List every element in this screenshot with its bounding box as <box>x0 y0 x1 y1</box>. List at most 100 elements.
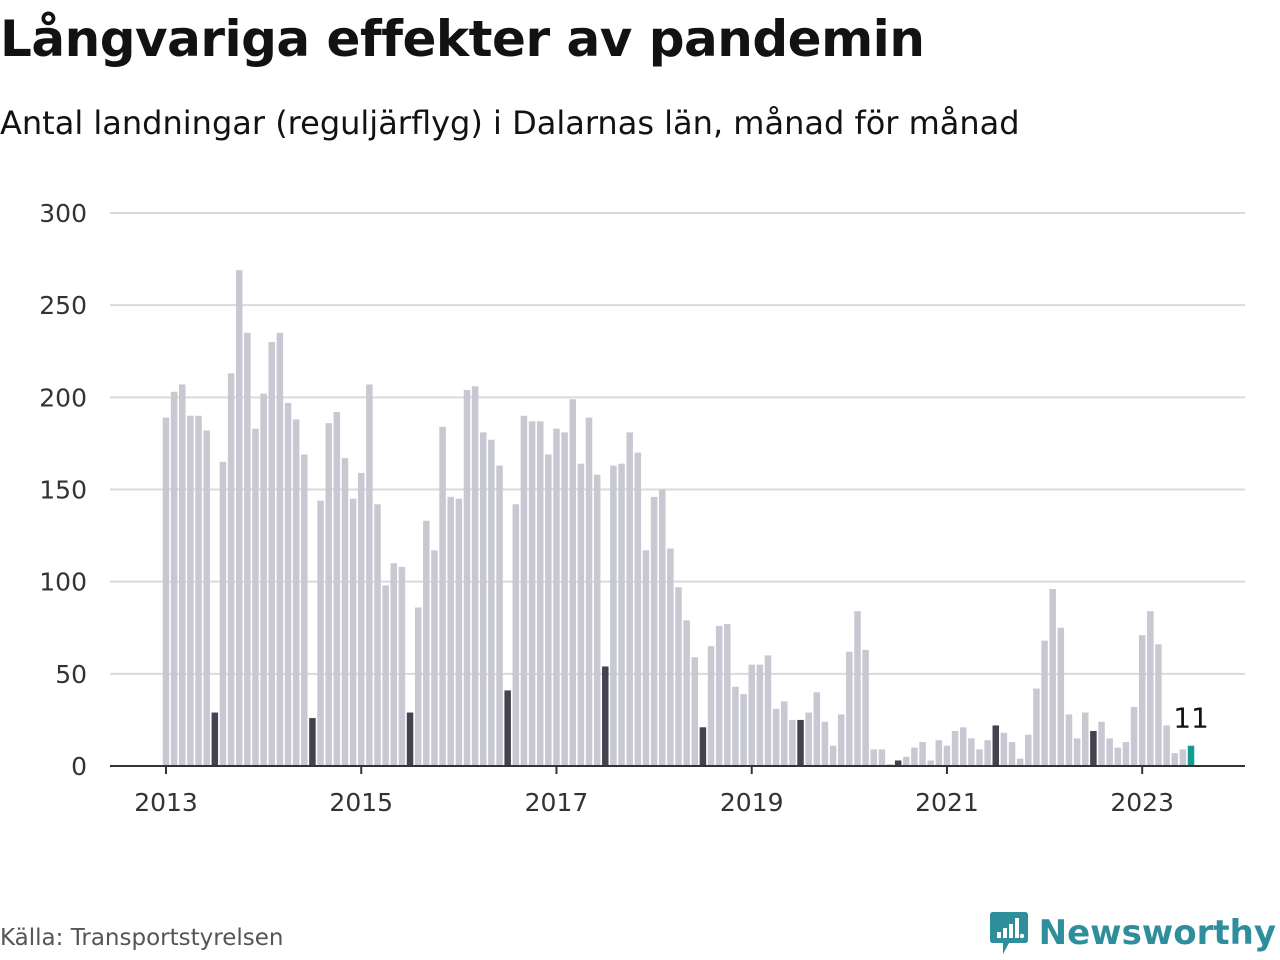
bar <box>512 504 520 766</box>
bar <box>846 651 853 766</box>
bar <box>935 740 943 766</box>
x-tick-label: 2017 <box>525 788 589 817</box>
bar <box>235 270 243 766</box>
bar <box>797 719 804 766</box>
bar <box>561 432 568 766</box>
bar <box>569 399 576 766</box>
bar <box>610 465 617 766</box>
chart-title: Långvariga effekter av pandemin <box>0 10 925 68</box>
bar <box>1122 742 1130 766</box>
bar <box>870 749 877 766</box>
bar <box>1114 747 1122 766</box>
bar <box>536 421 544 766</box>
bar <box>1098 721 1105 766</box>
bar <box>317 500 324 766</box>
bar <box>683 620 690 766</box>
bar <box>423 520 430 766</box>
bar <box>1000 732 1008 766</box>
gridlines: 0 50 100 150 200 250 300 <box>39 199 1245 781</box>
bar <box>1049 589 1056 766</box>
bar <box>715 625 723 766</box>
bar <box>959 727 967 766</box>
bar <box>252 428 259 766</box>
bar <box>634 452 642 766</box>
bar <box>1041 640 1048 766</box>
x-axis-ticks: 2013 2015 2017 2019 2021 2023 <box>134 766 1174 817</box>
y-tick-label: 50 <box>55 660 87 689</box>
x-tick-label: 2019 <box>720 788 784 817</box>
bar <box>577 463 585 766</box>
bar <box>781 701 788 766</box>
bar <box>1008 742 1016 766</box>
bar <box>504 690 511 766</box>
bar <box>756 664 764 766</box>
bar <box>447 496 454 766</box>
x-tick-label: 2015 <box>329 788 393 817</box>
bar <box>805 712 812 766</box>
bar <box>195 415 202 766</box>
bar <box>764 655 772 766</box>
bar <box>390 563 398 766</box>
bar <box>1179 749 1187 766</box>
bar <box>545 454 552 766</box>
bar <box>179 384 186 766</box>
bar <box>813 692 821 766</box>
bar <box>894 760 902 766</box>
bar <box>951 730 959 766</box>
x-tick-label: 2013 <box>134 788 198 817</box>
bar <box>1155 644 1162 766</box>
bar <box>366 384 373 766</box>
bar <box>374 504 381 766</box>
bar <box>943 745 951 766</box>
bar <box>748 664 755 766</box>
bar <box>431 550 438 766</box>
bar <box>854 611 861 766</box>
bar <box>707 646 715 766</box>
bar <box>406 712 414 766</box>
newsworthy-logo: Newsworthy <box>989 908 1276 958</box>
bar <box>1073 738 1081 766</box>
bar <box>642 550 650 766</box>
bar <box>626 432 633 766</box>
bar <box>772 708 780 766</box>
data-label-latest: 11 <box>1173 702 1209 735</box>
bar <box>203 430 210 766</box>
bar <box>1057 627 1065 766</box>
bar <box>1130 707 1138 766</box>
bar <box>219 461 227 766</box>
bar <box>357 472 365 766</box>
bar <box>349 498 357 766</box>
bar <box>439 426 446 766</box>
bar <box>1065 714 1073 766</box>
bar <box>553 428 560 766</box>
bar <box>292 419 300 766</box>
bar <box>227 373 235 766</box>
bar <box>496 465 503 766</box>
bar <box>699 727 707 766</box>
bar <box>187 415 194 766</box>
bar <box>691 657 699 766</box>
bar <box>309 718 316 766</box>
bars <box>162 270 1195 766</box>
bar <box>471 386 479 766</box>
bar <box>992 725 1000 766</box>
bar <box>593 474 601 766</box>
bar <box>984 740 991 766</box>
bar <box>724 624 731 766</box>
bar <box>903 756 910 766</box>
bar <box>837 714 845 766</box>
bar <box>1187 745 1195 766</box>
bar <box>325 423 332 766</box>
bar <box>968 738 975 766</box>
bar <box>382 585 389 766</box>
bar <box>618 463 625 766</box>
x-tick-label: 2021 <box>915 788 979 817</box>
bar <box>211 712 219 766</box>
bar <box>862 649 869 766</box>
bar <box>268 342 275 766</box>
chart-bubble-icon <box>989 912 1028 954</box>
bar <box>528 421 536 766</box>
bar <box>821 721 829 766</box>
bar <box>1082 712 1089 766</box>
